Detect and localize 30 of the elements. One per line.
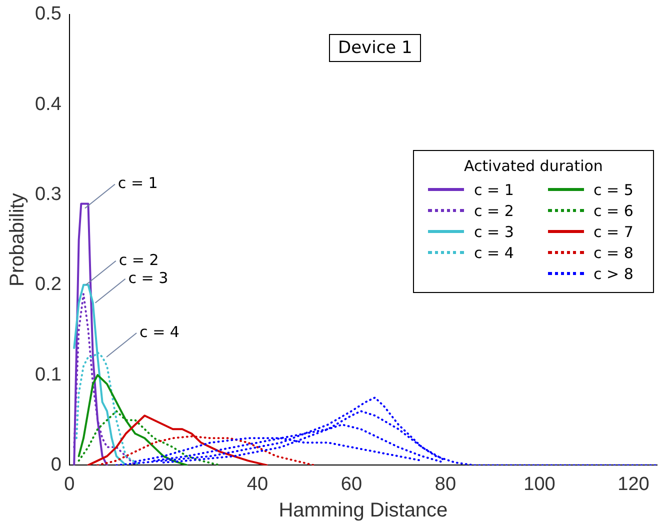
legend-label: c = 3 bbox=[474, 222, 514, 240]
x-axis-title: Hamming Distance bbox=[278, 500, 448, 522]
x-tick-label: 100 bbox=[524, 474, 556, 495]
y-tick-label: 0.5 bbox=[34, 4, 62, 25]
annotation: Device 1 bbox=[329, 34, 422, 62]
x-tick-label: 0 bbox=[64, 474, 75, 495]
legend-label: c = 4 bbox=[474, 244, 514, 262]
legend-label: c = 1 bbox=[474, 180, 514, 198]
y-tick-label: 0.1 bbox=[34, 364, 62, 386]
x-tick-label: 80 bbox=[434, 474, 456, 495]
legend-label: c = 8 bbox=[594, 244, 634, 262]
x-tick-label: 120 bbox=[618, 474, 650, 495]
x-tick-label: 20 bbox=[152, 474, 174, 495]
y-tick-label: 0 bbox=[50, 454, 62, 476]
x-tick-label: 60 bbox=[340, 474, 362, 495]
legend-label: c = 7 bbox=[594, 222, 634, 240]
legend-label: c = 5 bbox=[594, 180, 634, 198]
y-tick-label: 0.2 bbox=[34, 274, 62, 296]
legend-label: c > 8 bbox=[594, 264, 634, 282]
annotation: c = 3 bbox=[128, 268, 168, 287]
legend-label: c = 2 bbox=[474, 202, 514, 220]
y-tick-label: 0.4 bbox=[34, 94, 62, 115]
x-tick-label: 40 bbox=[246, 474, 268, 495]
annotation: c = 4 bbox=[140, 322, 180, 341]
legend-title: Activated duration bbox=[463, 157, 604, 175]
annotation: c = 1 bbox=[118, 174, 158, 192]
annotation: c = 2 bbox=[118, 250, 159, 269]
legend-label: c = 6 bbox=[594, 202, 634, 220]
y-tick-label: 0.3 bbox=[34, 184, 62, 205]
y-axis-title: Probability bbox=[6, 193, 29, 286]
